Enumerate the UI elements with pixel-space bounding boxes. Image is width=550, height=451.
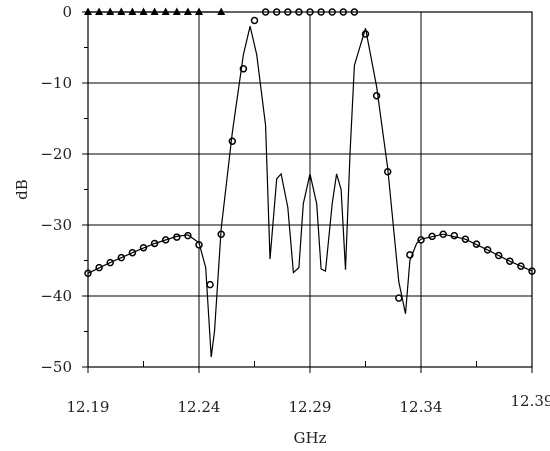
triangle-marker — [106, 7, 115, 15]
x-tick-label: 12.39 — [511, 392, 550, 410]
triangle-marker — [117, 7, 126, 15]
x-tick-label: 12.24 — [178, 398, 221, 416]
triangle-marker — [139, 7, 148, 15]
tick-labels: 0 −10 −20 −30 −40 −50 12.19 12.24 12.29 12.34 12.3… — [40, 3, 550, 416]
series-3 — [87, 26, 533, 358]
y-tick-label: −40 — [40, 287, 72, 305]
tick-marks — [82, 11, 533, 373]
y-tick-label: −20 — [40, 145, 72, 163]
triangle-marker — [195, 7, 203, 15]
y-tick-label: −50 — [40, 358, 72, 376]
circle-marker — [228, 137, 237, 145]
x-tick-label: 12.34 — [400, 398, 443, 416]
triangle-marker — [161, 7, 170, 15]
y-tick-label: −30 — [40, 216, 72, 234]
triangle-marker — [183, 7, 192, 15]
triangle-marker — [84, 7, 92, 15]
series-1 — [84, 7, 226, 15]
circle-marker — [206, 280, 214, 289]
triangle-marker — [150, 7, 159, 15]
triangle-marker — [172, 7, 181, 15]
series-line — [87, 26, 533, 358]
circle-marker — [395, 294, 403, 302]
grid — [87, 11, 533, 368]
x-axis-title: GHz — [294, 429, 327, 447]
triangle-marker — [95, 7, 104, 15]
y-tick-label: −10 — [40, 74, 72, 92]
y-tick-label: 0 — [62, 3, 72, 21]
x-tick-label: 12.29 — [289, 398, 332, 416]
y-axis-title: dB — [13, 179, 31, 200]
triangle-marker — [128, 7, 137, 15]
plot-frame — [87, 11, 533, 368]
circle-marker — [250, 16, 259, 25]
triangle-marker — [217, 7, 226, 15]
x-tick-label: 12.19 — [67, 398, 110, 416]
